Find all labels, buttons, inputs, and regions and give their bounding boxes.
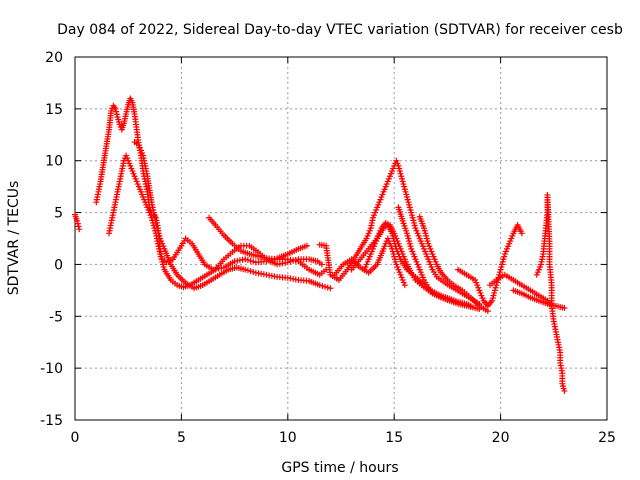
data-point bbox=[247, 257, 254, 264]
series-arc5 bbox=[206, 214, 330, 278]
data-point bbox=[247, 268, 254, 275]
y-axis-label: SDTVAR / TECUs bbox=[6, 181, 22, 296]
data-point bbox=[112, 105, 119, 112]
data-point bbox=[113, 111, 120, 118]
series-arc3 bbox=[106, 152, 325, 291]
x-tick-label: 25 bbox=[598, 430, 616, 446]
data-point bbox=[250, 258, 257, 265]
series-arc12 bbox=[455, 222, 525, 309]
x-tick-label: 0 bbox=[71, 430, 80, 446]
data-point bbox=[318, 261, 325, 268]
data-point bbox=[250, 268, 257, 275]
series-arc8 bbox=[348, 222, 474, 309]
x-tick-label: 10 bbox=[279, 430, 297, 446]
data-point bbox=[467, 302, 474, 309]
series-arc2 bbox=[93, 95, 310, 273]
series-arc6 bbox=[316, 157, 483, 307]
data-point bbox=[561, 387, 568, 394]
data-marks bbox=[72, 95, 568, 394]
series-arc10 bbox=[395, 204, 457, 305]
x-tick-label: 20 bbox=[492, 430, 510, 446]
data-point bbox=[303, 242, 310, 249]
series-arc15 bbox=[533, 191, 568, 394]
plot-frame bbox=[74, 56, 608, 421]
data-point bbox=[518, 230, 525, 237]
data-point bbox=[324, 284, 331, 291]
series-arc1 bbox=[72, 211, 83, 233]
y-tick-label: 15 bbox=[45, 102, 63, 118]
y-tick-label: 0 bbox=[54, 257, 63, 273]
series-arc14 bbox=[510, 287, 568, 311]
series-arc13 bbox=[486, 271, 555, 309]
y-tick-label: 20 bbox=[45, 50, 63, 66]
data-point bbox=[76, 226, 83, 233]
data-point bbox=[561, 304, 568, 311]
series-arc4 bbox=[131, 139, 334, 292]
data-point bbox=[450, 298, 457, 305]
axis-ticks: 0 5 10 15 20 25 -15 -10 -5 0 5 10 15 20 bbox=[40, 50, 616, 446]
y-tick-label: -15 bbox=[40, 413, 63, 429]
data-point bbox=[322, 283, 329, 290]
data-point bbox=[316, 282, 323, 289]
data-point bbox=[327, 285, 334, 292]
y-tick-label: 5 bbox=[54, 206, 63, 222]
data-point bbox=[244, 267, 251, 274]
series-arc11 bbox=[416, 213, 491, 315]
data-point bbox=[401, 282, 408, 289]
data-point bbox=[74, 220, 81, 227]
y-tick-label: -5 bbox=[49, 309, 63, 325]
y-tick-label: -10 bbox=[40, 361, 63, 377]
x-tick-label: 5 bbox=[177, 430, 186, 446]
y-tick-label: 10 bbox=[45, 154, 63, 170]
data-point bbox=[113, 108, 120, 115]
series-arc9 bbox=[331, 235, 408, 289]
data-point bbox=[244, 257, 251, 264]
data-point bbox=[242, 256, 249, 263]
data-point bbox=[484, 308, 491, 315]
x-tick-label: 15 bbox=[385, 430, 403, 446]
x-axis-label: GPS time / hours bbox=[281, 460, 398, 476]
data-point bbox=[75, 223, 82, 230]
data-point bbox=[74, 217, 81, 224]
data-point bbox=[319, 282, 326, 289]
chart-title: Day 084 of 2022, Sidereal Day-to-day VTE… bbox=[57, 22, 623, 38]
data-point bbox=[242, 266, 249, 273]
